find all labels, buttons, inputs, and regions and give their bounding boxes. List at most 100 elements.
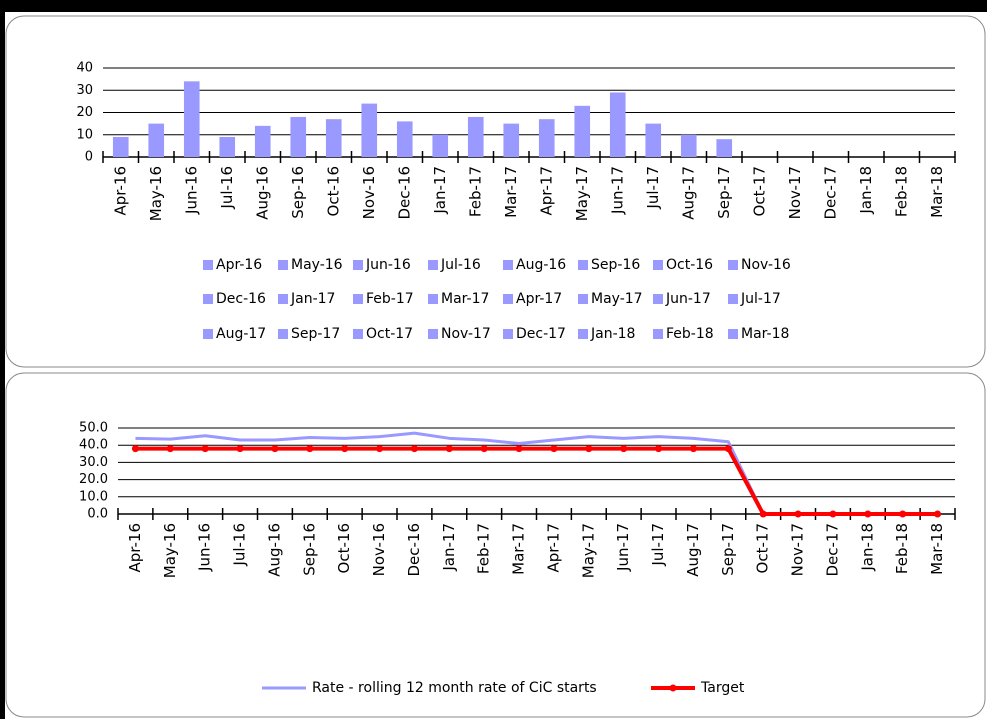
x-tick-label: Jan-17 [431, 166, 449, 215]
marker [689, 445, 697, 453]
legend-label: Mar-17 [441, 291, 489, 307]
marker [899, 510, 907, 518]
legend-label: Nov-16 [741, 257, 791, 273]
y-tick-label: 10.0 [79, 489, 108, 504]
x-tick-label: Oct-17 [750, 166, 768, 216]
legend-swatch [728, 294, 738, 304]
legend-swatch [728, 260, 738, 270]
legend-swatch [428, 294, 438, 304]
legend-label: Rate - rolling 12 month rate of CiC star… [312, 680, 597, 696]
legend-swatch [653, 294, 663, 304]
legend-label: Mar-18 [741, 326, 789, 342]
marker [236, 445, 244, 453]
x-tick-label: Apr-17 [544, 523, 562, 573]
bar [680, 134, 697, 157]
legend-swatch [503, 329, 513, 339]
y-tick-label: 0.0 [87, 507, 108, 522]
marker [201, 445, 209, 453]
x-tick-label: Jan-18 [857, 166, 875, 215]
marker [550, 445, 558, 453]
legend-label: Jan-17 [290, 291, 335, 307]
legend-swatch [503, 294, 513, 304]
legend-label: Oct-17 [366, 326, 413, 342]
x-tick-label: Nov-16 [370, 523, 388, 576]
bar [503, 123, 520, 157]
marker [655, 445, 663, 453]
x-tick-label: Jul-16 [231, 523, 249, 567]
legend-label: May-17 [591, 291, 643, 307]
legend-label: Apr-17 [516, 291, 562, 307]
x-tick-label: Mar-17 [502, 166, 520, 218]
x-tick-label: Jun-17 [608, 166, 626, 215]
legend-label: Target [700, 680, 745, 696]
legend-label: Jul-16 [440, 257, 481, 273]
x-tick-label: Jul-16 [218, 166, 236, 210]
bar [148, 123, 165, 157]
bar [112, 136, 129, 157]
legend-label: Apr-16 [216, 257, 262, 273]
legend-swatch [203, 260, 213, 270]
bar [290, 116, 307, 157]
bar [254, 125, 271, 157]
x-tick-label: Oct-17 [754, 523, 772, 573]
legend-label: Dec-16 [216, 291, 266, 307]
x-tick-label: Jan-18 [858, 523, 876, 572]
marker [620, 445, 628, 453]
x-tick-label: Aug-16 [265, 523, 283, 577]
marker [759, 510, 767, 518]
x-tick-label: Sep-16 [300, 523, 318, 576]
legend-label: May-16 [291, 257, 343, 273]
x-tick-label: Apr-16 [126, 523, 144, 573]
legend-swatch [653, 329, 663, 339]
marker [864, 510, 872, 518]
x-tick-label: Nov-16 [360, 166, 378, 219]
marker [131, 445, 139, 453]
marker [480, 445, 488, 453]
marker [341, 445, 349, 453]
left-border [0, 0, 5, 719]
legend-label: Jun-17 [665, 291, 711, 307]
bar [183, 81, 200, 157]
legend-swatch [728, 329, 738, 339]
series-line [135, 446, 938, 516]
x-tick-label: Nov-17 [789, 523, 807, 576]
marker [515, 445, 523, 453]
legend-label: Nov-17 [441, 326, 491, 342]
x-tick-label: Dec-16 [405, 523, 423, 577]
bar [716, 139, 733, 157]
bar [432, 134, 449, 157]
x-tick-label: Feb-18 [892, 166, 910, 217]
legend-swatch [653, 260, 663, 270]
marker [376, 445, 384, 453]
x-tick-label: May-16 [147, 166, 165, 221]
bar [361, 103, 378, 157]
panel [5, 15, 986, 368]
legend-swatch [428, 260, 438, 270]
marker [794, 510, 802, 518]
legend-swatch [278, 260, 288, 270]
legend-label: Oct-16 [666, 257, 713, 273]
y-tick-label: 30.0 [79, 455, 108, 470]
legend-swatch [278, 329, 288, 339]
x-tick-label: Jul-17 [649, 523, 667, 567]
legend-swatch [353, 294, 363, 304]
y-tick-label: 30 [76, 83, 93, 98]
x-tick-label: Aug-17 [684, 523, 702, 577]
legend-label: Sep-16 [591, 257, 640, 273]
x-tick-label: Apr-16 [111, 166, 129, 216]
legend-swatch [578, 260, 588, 270]
x-tick-label: Jun-17 [614, 523, 632, 572]
x-tick-label: Mar-17 [510, 523, 528, 575]
x-tick-label: Sep-17 [719, 523, 737, 576]
x-tick-label: Dec-17 [823, 523, 841, 577]
marker [934, 510, 942, 518]
legend-label: Jan-18 [590, 326, 635, 342]
marker [829, 510, 837, 518]
x-tick-label: Aug-16 [253, 166, 271, 220]
y-tick-label: 10 [76, 127, 93, 142]
y-tick-label: 40.0 [79, 438, 108, 453]
bar [467, 116, 484, 157]
marker [271, 445, 279, 453]
x-tick-label: Aug-17 [679, 166, 697, 220]
legend-label: Aug-16 [516, 257, 566, 273]
